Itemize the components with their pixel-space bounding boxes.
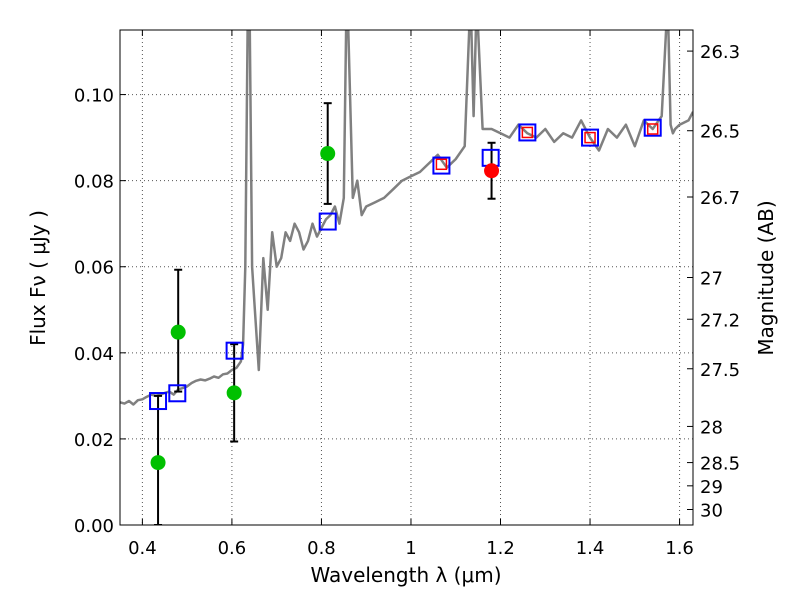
x-tick-label: 1.4 bbox=[576, 538, 605, 559]
right-tick-label: 29 bbox=[700, 477, 723, 498]
right-tick-label: 28 bbox=[700, 417, 723, 438]
red-square-point bbox=[521, 126, 534, 139]
right-tick-label: 26.3 bbox=[700, 42, 740, 63]
blue-square-point bbox=[432, 156, 451, 175]
grid bbox=[120, 30, 693, 526]
right-tick-label: 27.2 bbox=[700, 310, 740, 331]
green-point bbox=[150, 455, 166, 471]
plot-area bbox=[120, 30, 693, 525]
y-tick-label: 0.02 bbox=[74, 430, 114, 451]
right-tick-label: 30 bbox=[700, 501, 723, 522]
red-square-point bbox=[435, 158, 448, 171]
x-tick-label: 0.4 bbox=[128, 538, 157, 559]
blue-square-point bbox=[581, 128, 600, 147]
blue-square-point bbox=[318, 212, 337, 231]
blue-square-point bbox=[518, 123, 537, 142]
y-axis-label: Flux Fν ( μJy ) bbox=[26, 210, 50, 346]
right-tick-label: 26.5 bbox=[700, 122, 740, 143]
y-tick-label: 0.04 bbox=[74, 344, 114, 365]
blue-square-point bbox=[225, 341, 244, 360]
x-tick-label: 0.8 bbox=[307, 538, 336, 559]
x-tick-label: 1.6 bbox=[665, 538, 694, 559]
green-point bbox=[320, 146, 336, 162]
y-tick-label: 0.10 bbox=[74, 86, 114, 107]
right-tick-label: 27 bbox=[700, 269, 723, 290]
right-tick-label: 26.7 bbox=[700, 188, 740, 209]
blue-square-point bbox=[168, 384, 187, 403]
blue-square-point bbox=[643, 118, 662, 137]
x-axis-label: Wavelength λ (μm) bbox=[310, 563, 501, 587]
y-tick-label: 0.08 bbox=[74, 172, 114, 193]
green-point bbox=[170, 324, 186, 340]
right-tick-label: 28.5 bbox=[700, 454, 740, 475]
y-tick-label: 0.06 bbox=[74, 258, 114, 279]
right-axis-label: Magnitude (AB) bbox=[754, 200, 778, 355]
green-point bbox=[226, 385, 242, 401]
model-sed-line bbox=[120, 30, 693, 406]
red-square-point bbox=[584, 131, 596, 144]
red-point bbox=[484, 163, 500, 179]
x-tick-label: 0.6 bbox=[218, 538, 247, 559]
x-tick-label: 1.2 bbox=[486, 538, 515, 559]
y-tick-label: 0.00 bbox=[74, 516, 114, 537]
right-tick-label: 27.5 bbox=[700, 360, 740, 381]
x-tick-label: 1 bbox=[405, 538, 416, 559]
axis-ticks: 0.4 0.6 0.8 1 1.2 1.4 1.6 0.00 0.02 0.04 0.06 0.08 0… bbox=[74, 30, 740, 559]
blue-square-point bbox=[149, 392, 168, 411]
series-group bbox=[120, 30, 693, 525]
red-square-point bbox=[646, 123, 659, 135]
